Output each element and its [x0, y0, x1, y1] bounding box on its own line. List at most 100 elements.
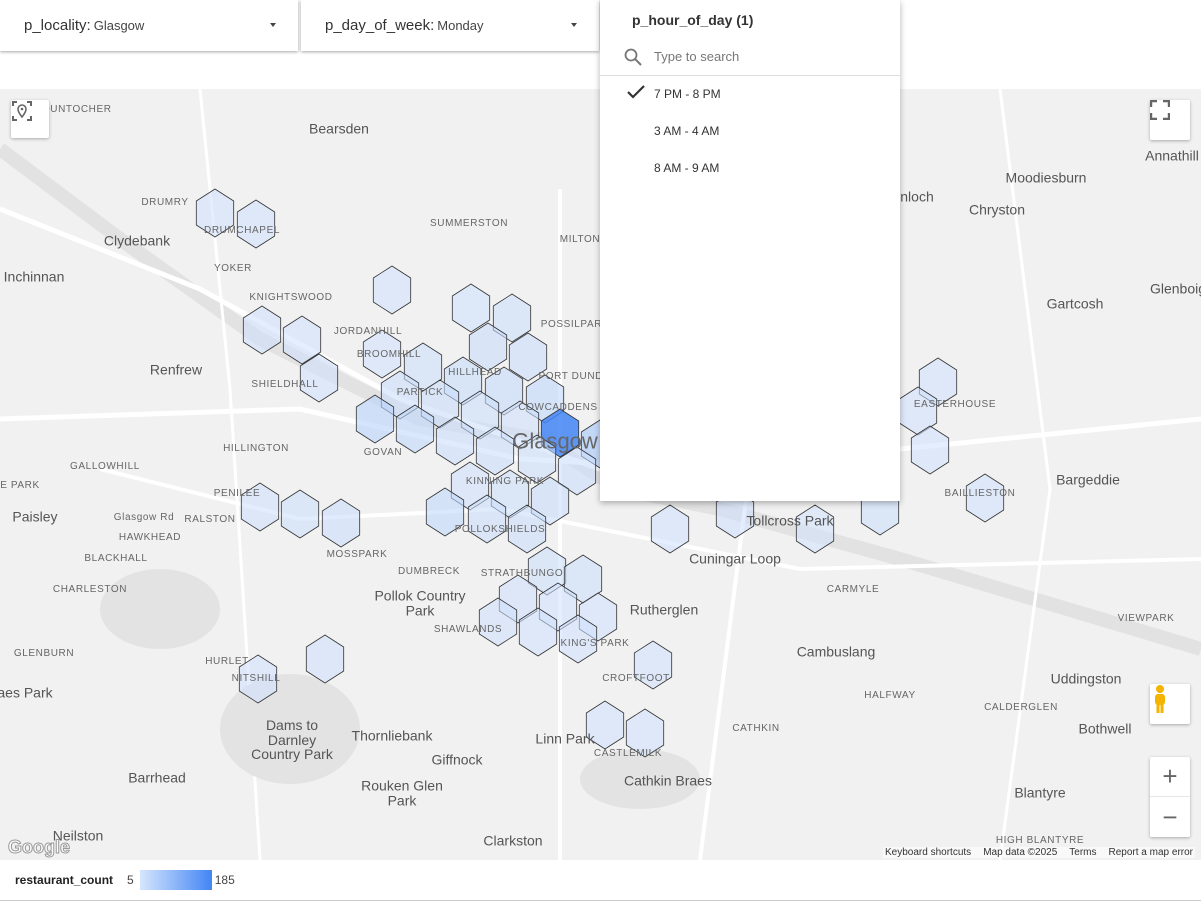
- map-place-label: Dams to Darnley Country Park: [251, 716, 333, 763]
- hexbin-cell[interactable]: [195, 188, 235, 238]
- map-data-text: Map data ©2025: [983, 847, 1058, 858]
- search-input[interactable]: Type to search: [654, 49, 740, 64]
- map-place-label: Cambuslang: [796, 643, 876, 660]
- my-location-button[interactable]: [11, 100, 49, 138]
- hexbin-cell[interactable]: [558, 614, 598, 664]
- map-park: [580, 749, 700, 809]
- map-place-label: Braes Park: [0, 684, 53, 701]
- legend-label: restaurant_count: [15, 873, 114, 887]
- hexbin-cell[interactable]: [299, 353, 339, 403]
- map-place-label: Rutherglen: [629, 601, 699, 618]
- day-filter-value: Monday: [437, 18, 484, 33]
- map-place-label: JORDANHILL: [333, 325, 403, 337]
- map-place-label: POSSILPARK: [540, 318, 610, 330]
- hexbin-cell[interactable]: [557, 446, 597, 496]
- checkmark-icon: [627, 85, 645, 99]
- hexbin-cell[interactable]: [478, 597, 518, 647]
- map-place-label: Clydebank: [103, 232, 171, 249]
- hexbin-cell[interactable]: [240, 482, 280, 532]
- map-place-label: STRATHBUNGO: [480, 567, 564, 579]
- hexbin-cell[interactable]: [242, 305, 282, 355]
- option-8am-9am[interactable]: 8 AM - 9 AM: [654, 161, 720, 175]
- option-3am-4am[interactable]: 3 AM - 4 AM: [654, 124, 720, 138]
- dropdown-title: p_hour_of_day (1): [632, 12, 754, 28]
- street-view-pegman[interactable]: [1150, 684, 1190, 724]
- hexbin-cell[interactable]: [236, 199, 276, 249]
- hexbin-cell[interactable]: [467, 494, 507, 544]
- zoom-controls: + −: [1150, 757, 1190, 837]
- map-attribution: Keyboard shortcuts Map data ©2025 Terms …: [883, 847, 1195, 858]
- hexbin-cell[interactable]: [321, 498, 361, 548]
- hexbin-cell[interactable]: [715, 489, 755, 539]
- map-place-label: Blantyre: [1014, 784, 1066, 801]
- hexbin-cell[interactable]: [468, 322, 508, 372]
- map-park: [100, 569, 220, 649]
- map-place-label: Giffnock: [431, 751, 483, 768]
- hexbin-cell[interactable]: [965, 473, 1005, 523]
- map-place-label: Renfrew: [149, 361, 203, 378]
- map-place-label: Pollok Country Park: [374, 587, 466, 618]
- hexbin-cell[interactable]: [530, 476, 570, 526]
- map-place-label: Bothwell: [1078, 720, 1132, 737]
- map-place-label: Uddingston: [1050, 670, 1122, 687]
- hexbin-cell[interactable]: [633, 640, 673, 690]
- map-place-label: PENILEE: [213, 487, 261, 499]
- map-place-label: Chryston: [968, 201, 1026, 218]
- report-map-error-link[interactable]: Report a map error: [1108, 847, 1193, 858]
- hexbin-cell[interactable]: [355, 394, 395, 444]
- hexbin-cell[interactable]: [305, 634, 345, 684]
- map-place-label: Linn Park: [535, 730, 595, 747]
- google-logo: Google: [8, 837, 71, 858]
- map-place-label: MOSSPARK: [326, 548, 388, 560]
- zoom-out-button[interactable]: −: [1162, 801, 1178, 832]
- hexbin-cell[interactable]: [517, 434, 557, 484]
- hexbin-cell[interactable]: [492, 293, 532, 343]
- map-place-label: Paisley: [12, 508, 58, 525]
- map-place-label: Glenboig: [1149, 280, 1201, 297]
- map-place-label: GLENBURN: [13, 647, 75, 659]
- map-place-label: KING'S PARK: [560, 637, 630, 649]
- legend-max: 185: [214, 873, 235, 887]
- hexbin-cell[interactable]: [425, 487, 465, 537]
- fullscreen-button[interactable]: [1150, 100, 1190, 140]
- map-place-label: DRUMCHAPEL: [203, 224, 281, 236]
- map-place-label: NITSHILL: [231, 672, 281, 684]
- map-place-label: HILLHEAD: [448, 366, 502, 378]
- hexbin-cell[interactable]: [585, 700, 625, 750]
- zoom-in-button[interactable]: +: [1150, 757, 1190, 797]
- map-place-label: Annathill: [1145, 147, 1199, 164]
- hexbin-cell[interactable]: [518, 607, 558, 657]
- locality-filter[interactable]: p_locality: Glasgow: [0, 0, 298, 51]
- hexbin-cell[interactable]: [650, 504, 690, 554]
- hexbin-cell[interactable]: [280, 489, 320, 539]
- hexbin-cell[interactable]: [625, 708, 665, 758]
- search-icon: [624, 48, 642, 66]
- hexbin-cell[interactable]: [910, 425, 950, 475]
- hexbin-cell[interactable]: [372, 265, 412, 315]
- map-road: [998, 89, 1052, 860]
- day-of-week-filter[interactable]: p_day_of_week: Monday: [301, 0, 599, 51]
- hexbin-cell[interactable]: [435, 416, 475, 466]
- terms-link[interactable]: Terms: [1069, 847, 1097, 858]
- color-legend: restaurant_count 5 185: [0, 860, 1201, 901]
- keyboard-shortcuts-link[interactable]: Keyboard shortcuts: [885, 847, 972, 858]
- option-7pm-8pm[interactable]: 7 PM - 8 PM: [654, 87, 721, 101]
- hexbin-cell[interactable]: [395, 404, 435, 454]
- hexbin-cell[interactable]: [451, 283, 491, 333]
- hexbin-cell[interactable]: [282, 315, 322, 365]
- map-place-label: CHARLESTON: [52, 583, 128, 595]
- hexbin-cell[interactable]: [507, 504, 547, 554]
- map-place-label: MILTON: [559, 233, 601, 245]
- map-place-label: SHAWLANDS: [433, 623, 503, 635]
- hexbin-cell[interactable]: [475, 426, 515, 476]
- map-place-label: DRUMRY: [141, 196, 189, 208]
- map-place-label: Rouken Glen Park: [361, 777, 443, 808]
- hexbin-cell[interactable]: [508, 332, 548, 382]
- hexbin-cell[interactable]: [362, 329, 402, 379]
- hexbin-cell[interactable]: [795, 504, 835, 554]
- locality-filter-label: p_locality: [24, 17, 87, 34]
- legend-min: 5: [127, 873, 134, 887]
- dropdown-search[interactable]: Type to search: [600, 38, 900, 76]
- locality-filter-value: Glasgow: [93, 18, 145, 33]
- hexbin-cell[interactable]: [238, 654, 278, 704]
